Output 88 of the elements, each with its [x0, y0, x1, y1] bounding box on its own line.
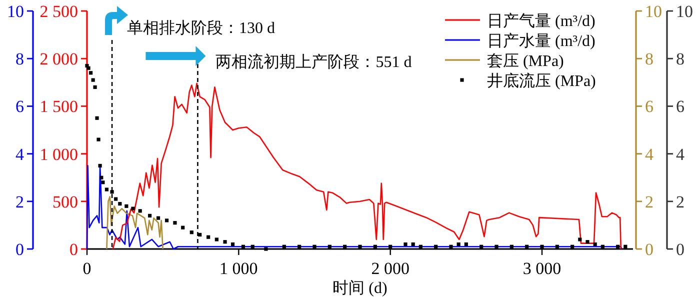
- point: [494, 244, 498, 248]
- point: [110, 190, 114, 194]
- point: [93, 85, 97, 89]
- legend-label: 井底流压 (MPa): [487, 72, 596, 90]
- point: [241, 244, 246, 248]
- legend-label: 日产气量 (m³/d): [487, 12, 596, 30]
- point: [418, 244, 422, 248]
- x-tick-label: 2 000: [371, 259, 410, 278]
- y3-tick-label: 4: [16, 144, 24, 164]
- point: [264, 247, 268, 251]
- point: [358, 244, 362, 248]
- point: [298, 244, 302, 248]
- y3-tick-label: 6: [16, 97, 24, 116]
- point: [156, 216, 160, 220]
- legend-label: 套压 (MPa): [487, 53, 564, 70]
- y-tick-label: 1 500: [40, 97, 78, 116]
- point: [148, 214, 152, 218]
- ref-line-label: 两相流初期上产阶段：551 d: [216, 53, 412, 71]
- y-tick-label: 500: [52, 192, 78, 212]
- point: [586, 240, 590, 244]
- point: [404, 242, 408, 246]
- point: [570, 244, 574, 248]
- x-tick-label: 3 000: [522, 259, 562, 278]
- y-tick-label: 2 500: [40, 2, 78, 21]
- point: [434, 244, 438, 248]
- y-tick-label: 0: [70, 240, 78, 259]
- point: [624, 244, 628, 248]
- point: [464, 242, 468, 246]
- point: [510, 244, 514, 248]
- axis-y3: 0 2 4 6 8 10: [666, 2, 693, 259]
- point: [456, 242, 460, 246]
- point: [95, 116, 99, 120]
- point: [104, 188, 109, 192]
- y2-tick-label: 10: [645, 2, 662, 21]
- y2-tick-label: 2: [645, 192, 654, 212]
- point: [525, 244, 529, 248]
- point: [214, 238, 218, 242]
- point: [480, 244, 484, 248]
- x-tick-label: 1 000: [220, 259, 258, 278]
- point: [131, 206, 135, 210]
- ref-line-label: 单相排水阶段：130 d: [127, 19, 276, 37]
- point: [173, 221, 177, 225]
- point: [88, 71, 93, 75]
- point: [206, 235, 210, 239]
- y2-tick-label: 4: [645, 144, 654, 164]
- point: [101, 180, 105, 184]
- point: [593, 242, 597, 246]
- point: [616, 244, 620, 248]
- point: [555, 244, 559, 248]
- point: [411, 242, 415, 246]
- point: [282, 244, 286, 248]
- point: [223, 240, 227, 244]
- point: [181, 226, 185, 230]
- point: [100, 176, 104, 180]
- point: [114, 197, 118, 201]
- point: [578, 238, 582, 242]
- point: [388, 244, 392, 248]
- point: [540, 244, 544, 248]
- y-tick-label: 2 000: [40, 50, 78, 69]
- point: [449, 244, 453, 248]
- point: [86, 66, 90, 70]
- x-tick-label: 0: [82, 259, 92, 278]
- point: [138, 209, 142, 213]
- y2-tick-label: 6: [645, 97, 654, 116]
- legend-label: 日产水量 (m³/d): [487, 32, 596, 50]
- point: [250, 244, 254, 248]
- x-axis-title: 时间 (d): [332, 279, 388, 297]
- point: [600, 244, 604, 248]
- point: [96, 138, 100, 142]
- point: [190, 230, 194, 234]
- point: [164, 218, 169, 222]
- point: [373, 244, 377, 248]
- point: [230, 242, 235, 246]
- point: [328, 244, 332, 248]
- point: [124, 204, 128, 208]
- y3-tick-label: 0: [16, 240, 24, 259]
- y-tick-label: 1 000: [40, 144, 78, 164]
- y3-tick-label: 8: [16, 50, 24, 69]
- point: [343, 244, 347, 248]
- point: [312, 244, 316, 248]
- y3-tick-label: 2: [16, 192, 24, 212]
- y2-tick-label: 0: [645, 240, 654, 259]
- point: [98, 164, 102, 168]
- point: [91, 78, 95, 82]
- axis-y: 0 500 1 000 1 500 2 000 2 500: [40, 2, 88, 259]
- y3-tick-label: 10: [7, 2, 24, 21]
- point: [118, 202, 122, 206]
- y2-tick-label: 8: [645, 50, 654, 69]
